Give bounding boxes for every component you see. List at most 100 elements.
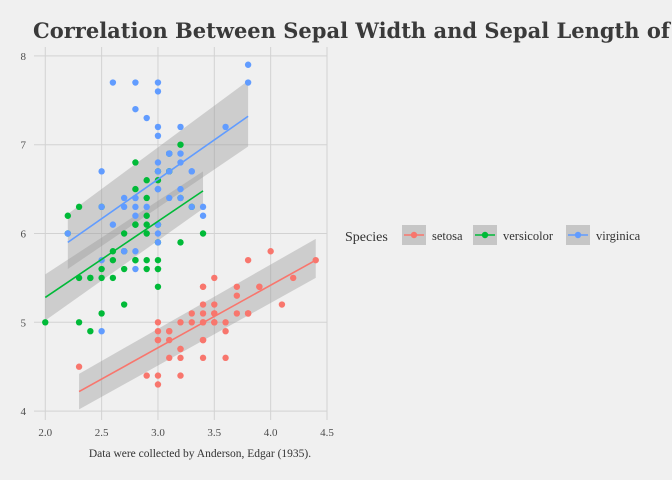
point-setosa xyxy=(199,354,207,362)
point-setosa xyxy=(166,354,173,362)
point-versicolor xyxy=(154,283,162,290)
fit-line-versicolor xyxy=(44,190,204,299)
legend-item-versicolor: versicolor xyxy=(473,225,554,245)
legend-label-setosa: setosa xyxy=(432,229,463,243)
point-virginica xyxy=(132,79,139,86)
point-setosa xyxy=(233,283,241,290)
regression-lines xyxy=(44,115,317,393)
point-setosa xyxy=(154,319,162,326)
point-versicolor xyxy=(132,185,139,193)
point-versicolor xyxy=(75,319,83,326)
point-virginica xyxy=(177,150,184,157)
legend-item-virginica: virginica xyxy=(566,225,641,245)
point-virginica xyxy=(244,79,252,86)
point-virginica xyxy=(132,105,139,113)
point-virginica xyxy=(177,185,184,193)
point-virginica xyxy=(154,159,162,166)
point-virginica xyxy=(109,221,117,228)
x-axis-ticks: 2.0 2.5 3.0 3.5 4.0 4.5 xyxy=(38,427,334,439)
point-setosa xyxy=(244,310,252,317)
point-setosa xyxy=(211,274,218,282)
y-tick-label: 4 xyxy=(21,406,27,418)
point-virginica xyxy=(109,79,117,86)
point-versicolor xyxy=(143,212,150,219)
point-setosa xyxy=(256,283,263,290)
point-versicolor xyxy=(109,256,117,264)
point-virginica xyxy=(154,123,162,131)
point-virginica xyxy=(120,203,128,211)
point-setosa xyxy=(244,256,252,264)
point-setosa xyxy=(222,354,229,362)
point-setosa xyxy=(143,372,150,379)
chart-title: Correlation Between Sepal Width and Sepa… xyxy=(33,18,672,43)
point-versicolor xyxy=(143,194,150,202)
point-versicolor xyxy=(120,230,128,237)
y-tick-label: 6 xyxy=(21,229,27,241)
point-virginica xyxy=(132,248,139,255)
point-setosa xyxy=(177,354,184,362)
point-versicolor xyxy=(132,159,139,166)
point-versicolor xyxy=(177,141,184,148)
point-versicolor xyxy=(154,265,162,273)
point-virginica xyxy=(177,123,184,131)
point-versicolor xyxy=(199,230,207,237)
point-setosa xyxy=(199,336,207,344)
point-setosa xyxy=(177,319,184,326)
point-setosa xyxy=(211,319,218,326)
x-tick-label: 3.0 xyxy=(151,427,165,439)
point-virginica xyxy=(132,203,139,211)
grid-lines xyxy=(34,47,328,420)
point-virginica xyxy=(98,327,105,335)
point-versicolor xyxy=(120,301,128,308)
point-setosa xyxy=(199,310,207,317)
point-setosa xyxy=(278,301,286,308)
x-tick-label: 2.5 xyxy=(95,427,109,439)
fit-line-virginica xyxy=(67,115,249,244)
confidence-band-setosa xyxy=(79,238,316,410)
point-virginica xyxy=(244,61,252,68)
point-versicolor xyxy=(120,265,128,273)
point-virginica xyxy=(222,123,229,131)
legend-label-virginica: virginica xyxy=(596,229,641,243)
point-versicolor xyxy=(143,177,150,184)
point-versicolor xyxy=(143,265,150,273)
y-axis-ticks: 4 5 6 7 8 xyxy=(21,51,27,418)
point-setosa xyxy=(154,372,162,379)
point-virginica xyxy=(64,230,72,237)
point-virginica xyxy=(98,168,105,175)
point-virginica xyxy=(143,114,150,122)
x-tick-label: 3.5 xyxy=(207,427,221,439)
point-virginica xyxy=(199,203,207,211)
point-versicolor xyxy=(132,256,139,264)
point-setosa xyxy=(177,345,184,353)
point-versicolor xyxy=(64,212,72,219)
legend-item-setosa: setosa xyxy=(402,225,463,245)
point-versicolor xyxy=(177,239,184,246)
point-setosa xyxy=(154,381,162,388)
fit-line-setosa xyxy=(78,259,317,393)
point-versicolor xyxy=(143,230,150,237)
point-setosa xyxy=(166,327,173,335)
point-virginica xyxy=(166,194,173,202)
point-setosa xyxy=(75,363,83,370)
point-virginica xyxy=(98,203,105,211)
point-setosa xyxy=(233,310,241,317)
point-virginica xyxy=(132,265,139,273)
legend: Species setosa versicolor virginica xyxy=(345,225,641,245)
legend-dot-setosa xyxy=(410,231,418,239)
point-virginica xyxy=(154,79,162,86)
chart-caption: Data were collected by Anderson, Edgar (… xyxy=(89,448,311,460)
point-virginica xyxy=(154,230,162,237)
point-versicolor xyxy=(98,310,105,317)
point-versicolor xyxy=(75,203,83,211)
x-tick-label: 4.0 xyxy=(264,427,278,439)
point-versicolor xyxy=(98,274,105,282)
point-virginica xyxy=(199,212,207,219)
x-tick-label: 2.0 xyxy=(38,427,52,439)
point-versicolor xyxy=(143,221,150,228)
point-setosa xyxy=(211,301,218,308)
point-virginica xyxy=(120,194,128,202)
legend-dot-versicolor xyxy=(481,231,489,239)
y-tick-label: 8 xyxy=(21,51,27,63)
point-versicolor xyxy=(132,221,139,228)
